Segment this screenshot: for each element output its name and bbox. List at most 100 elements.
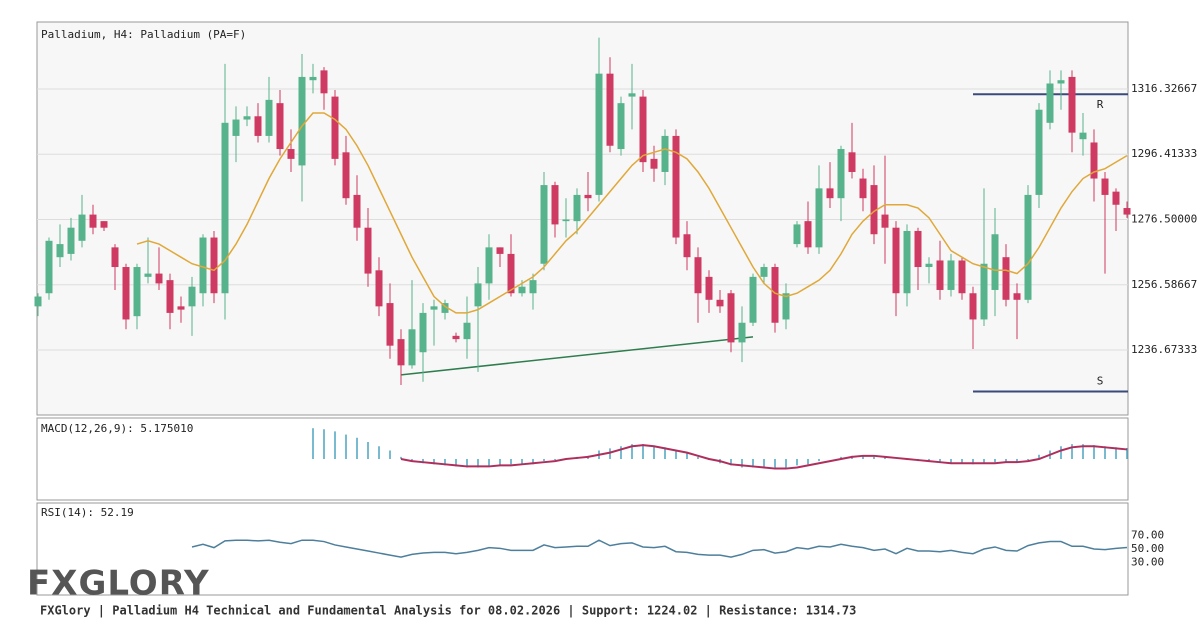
candle-body — [430, 306, 438, 310]
candle-body — [837, 149, 845, 199]
main-panel — [36, 21, 1129, 416]
candle-body — [485, 247, 493, 284]
candle-body — [1013, 293, 1021, 300]
y-tick-label: 50.00 — [1131, 542, 1164, 555]
candle-body — [463, 322, 471, 340]
candle-body — [452, 335, 460, 340]
candle-body — [617, 103, 625, 150]
candle-body — [606, 73, 614, 146]
candle-body — [199, 237, 207, 294]
candle-body — [760, 267, 768, 277]
y-tick-label: 1236.67333 — [1131, 343, 1197, 356]
candle-body — [705, 276, 713, 300]
candle-body — [903, 230, 911, 294]
candle-body — [232, 119, 240, 136]
candle-body — [243, 116, 251, 120]
candle-body — [276, 103, 284, 150]
logo: FXGLORY — [27, 564, 210, 604]
candle-body — [1024, 194, 1032, 300]
candle-body — [408, 329, 416, 366]
candle-body — [881, 214, 889, 228]
candle-body — [892, 227, 900, 294]
candle-body — [34, 296, 42, 307]
candle-body — [727, 293, 735, 343]
candle-body — [661, 135, 669, 172]
y-tick-label: 1256.58667 — [1131, 278, 1197, 291]
candle-body — [1035, 109, 1043, 195]
candle-body — [518, 286, 526, 294]
candle-body — [1123, 208, 1131, 215]
candle-body — [78, 214, 86, 241]
candle-body — [859, 178, 867, 199]
candle-body — [1079, 132, 1087, 140]
candle-body — [969, 293, 977, 320]
candle-body — [628, 93, 636, 97]
candle-body — [870, 185, 878, 235]
candle-body — [56, 244, 64, 258]
candle-body — [848, 152, 856, 172]
candle-body — [782, 293, 790, 320]
level-label: S — [1097, 375, 1104, 388]
main-title: Palladium, H4: Palladium (PA=F) — [41, 28, 246, 41]
candle-body — [144, 273, 152, 277]
candle-body — [67, 227, 75, 254]
candle-body — [540, 185, 548, 264]
candle-body — [1046, 83, 1054, 123]
candle-body — [155, 273, 163, 284]
candle-body — [749, 276, 757, 323]
rsi-line — [191, 539, 1128, 558]
macd-panel — [36, 417, 1129, 501]
candle-body — [397, 339, 405, 366]
candle-body — [650, 158, 658, 169]
candle-body — [793, 224, 801, 245]
candle-body — [815, 188, 823, 248]
candle-body — [210, 237, 218, 294]
macd-title: MACD(12,26,9): 5.175010 — [41, 422, 193, 435]
candle-body — [826, 188, 834, 199]
candle-body — [177, 306, 185, 310]
candle-body — [584, 194, 592, 199]
trendline — [400, 336, 754, 376]
candle-body — [45, 240, 53, 294]
candle-body — [595, 73, 603, 195]
candle-body — [771, 267, 779, 323]
candle-body — [804, 221, 812, 248]
candle-body — [716, 299, 724, 307]
candle-body — [573, 194, 581, 222]
candle-body — [100, 221, 108, 228]
candle-body — [331, 96, 339, 159]
candle-body — [496, 247, 504, 254]
candle-body — [958, 260, 966, 294]
candle-body — [672, 135, 680, 238]
candle-body — [925, 263, 933, 268]
level-label: R — [1097, 98, 1104, 111]
y-tick-label: 1276.50000 — [1131, 212, 1197, 225]
candle-body — [639, 96, 647, 163]
y-tick-label: 30.00 — [1131, 556, 1164, 569]
candle-body — [1112, 191, 1120, 205]
rsi-panel — [36, 502, 1129, 596]
candle-body — [353, 194, 361, 228]
candle-body — [342, 152, 350, 199]
candle-body — [507, 253, 515, 294]
candle-body — [111, 247, 119, 268]
y-tick-label: 1296.41333 — [1131, 147, 1197, 160]
candle-body — [738, 322, 746, 343]
footer-text: FXGlory | Palladium H4 Technical and Fun… — [40, 604, 856, 618]
candle-body — [386, 303, 394, 346]
moving-average — [136, 112, 1128, 314]
candle-body — [441, 303, 449, 313]
candle-body — [562, 219, 570, 222]
candle-body — [419, 312, 427, 353]
candle-body — [1002, 257, 1010, 300]
candle-body — [1090, 142, 1098, 179]
rsi-title: RSI(14): 52.19 — [41, 506, 134, 519]
candle-body — [254, 116, 262, 136]
candle-body — [221, 122, 229, 294]
candle-body — [1057, 80, 1065, 84]
candle-body — [320, 70, 328, 94]
candle-body — [947, 260, 955, 290]
signal-line — [400, 444, 1128, 470]
candle-body — [914, 230, 922, 268]
